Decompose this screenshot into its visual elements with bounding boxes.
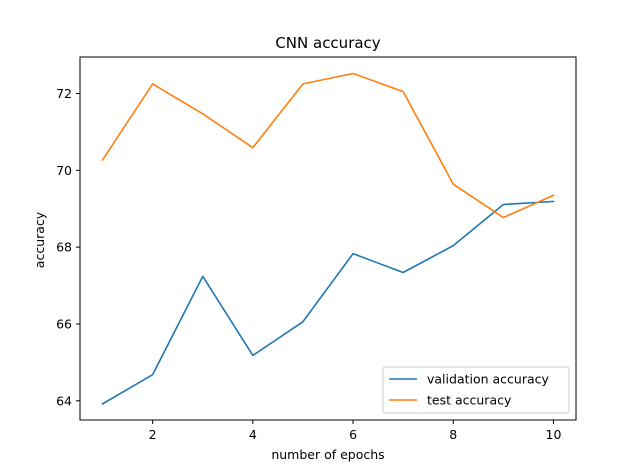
x-tick-label: 8 — [449, 427, 457, 442]
y-axis-label: accuracy — [32, 211, 47, 268]
legend-label-0: validation accuracy — [427, 372, 550, 387]
x-tick-label: 4 — [249, 427, 257, 442]
legend: validation accuracy test accuracy — [382, 366, 570, 414]
series-line-1 — [101, 72, 555, 219]
legend-label-1: test accuracy — [427, 393, 512, 408]
y-tick-label: 64 — [56, 393, 72, 408]
x-tick-label: 2 — [149, 427, 157, 442]
y-tick-label: 66 — [56, 316, 72, 331]
axes-frame — [79, 56, 577, 421]
y-tick-label: 72 — [56, 86, 72, 101]
x-tick-label: 10 — [546, 427, 562, 442]
chart-title: CNN accuracy — [275, 34, 380, 52]
x-tick-label: 6 — [349, 427, 357, 442]
series-line-0 — [101, 200, 555, 405]
legend-box — [382, 366, 570, 414]
x-axis-label: number of epochs — [271, 447, 384, 462]
y-tick-label: 68 — [56, 240, 72, 255]
y-tick-label: 70 — [56, 163, 72, 178]
